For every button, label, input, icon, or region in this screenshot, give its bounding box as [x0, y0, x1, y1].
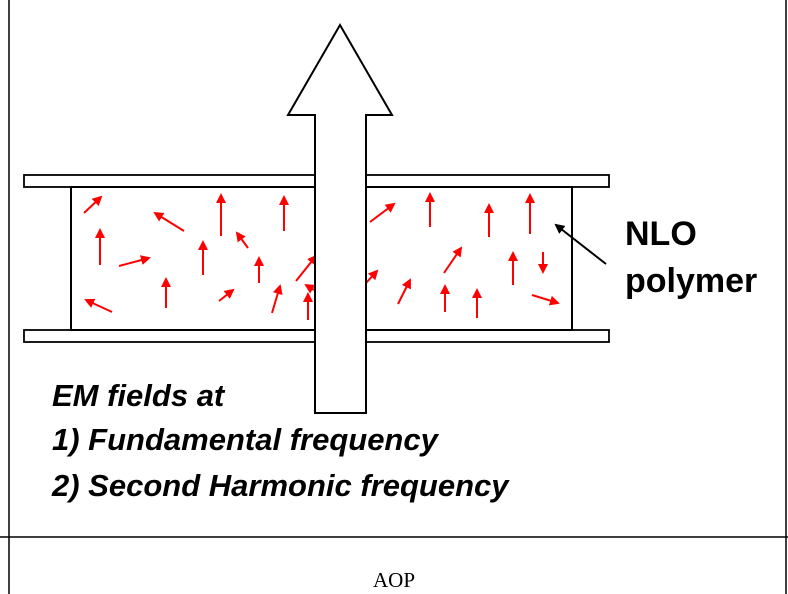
em-fields-item-second-harmonic: 2) Second Harmonic frequency: [52, 468, 509, 503]
dipole-arrow-icon: [531, 294, 560, 306]
dipole-arrow-icon: [443, 246, 463, 274]
dipole-arrow-icon: [304, 283, 316, 294]
polymer-label: polymer: [625, 262, 758, 300]
dipole-arrow-icon: [295, 254, 318, 282]
em-fields-heading: EM fields at: [52, 378, 225, 413]
dipole-arrow-icon: [271, 284, 283, 314]
dipole-arrow-icon: [218, 288, 235, 302]
em-fields-item-fundamental: 1) Fundamental frequency: [52, 422, 438, 457]
dipole-arrow-icon: [369, 202, 396, 223]
caption: AOP: [372, 568, 415, 592]
polymer-pointer-arrow: [554, 223, 607, 265]
dipole-arrow-icon: [83, 195, 103, 214]
dipole-arrow-icon: [153, 211, 185, 232]
dipole-arrow-icon: [235, 231, 249, 249]
dipole-arrow-icon: [118, 255, 151, 267]
dipole-arrow-icon: [397, 278, 411, 305]
beam-arrow-icon: [286, 23, 394, 414]
nlo-label: NLO: [625, 215, 697, 253]
dipole-arrow-icon: [84, 298, 113, 313]
